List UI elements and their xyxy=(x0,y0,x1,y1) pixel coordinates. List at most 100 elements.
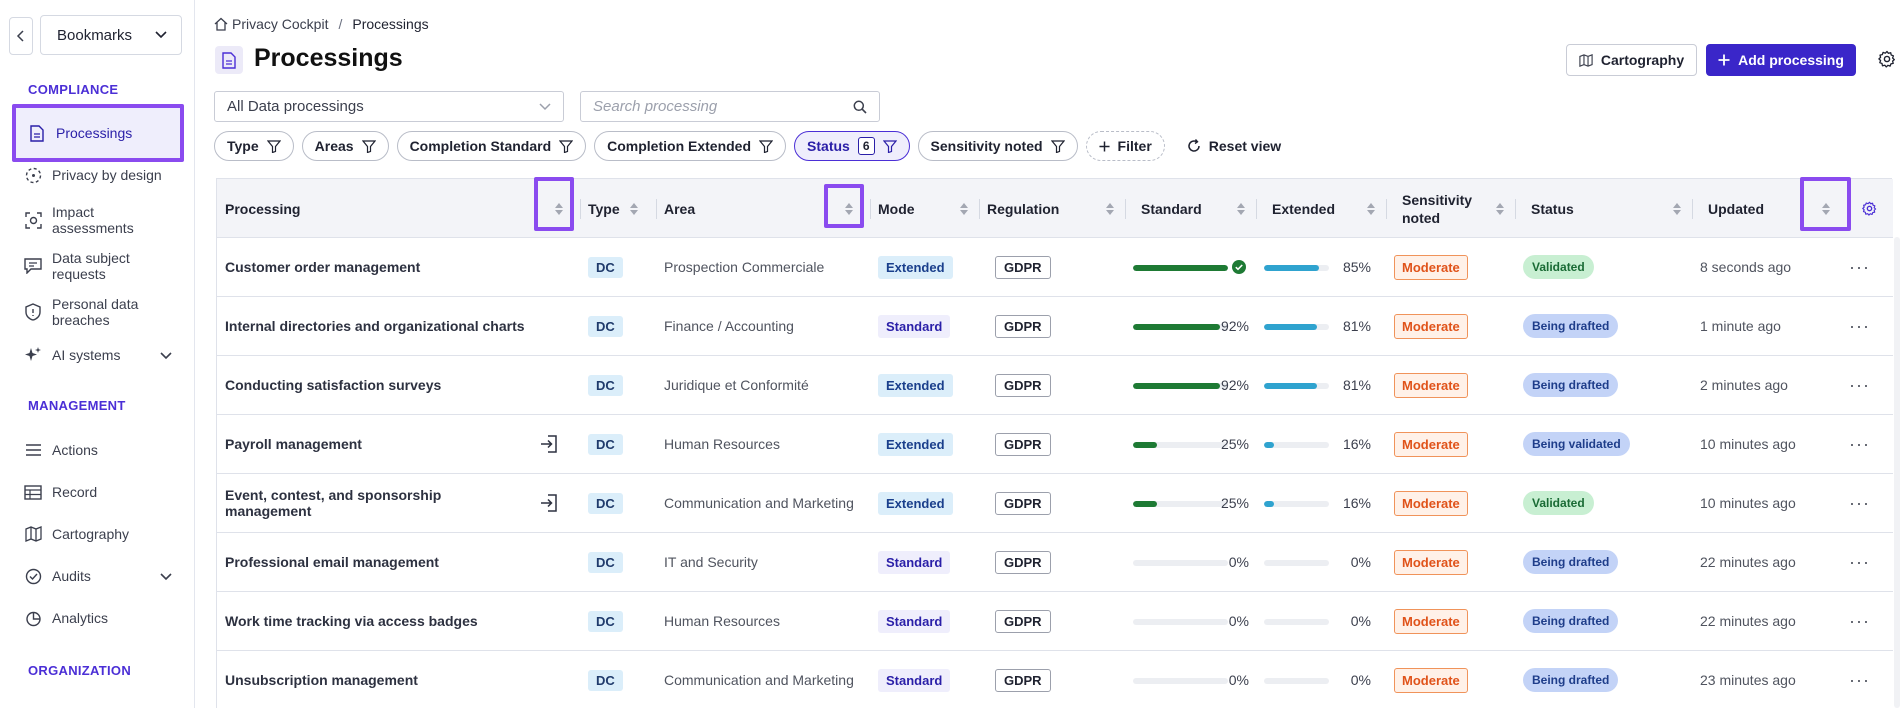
sort-processing-icon[interactable] xyxy=(554,201,564,217)
filter-chip-type[interactable]: Type xyxy=(214,131,294,161)
cartography-button[interactable]: Cartography xyxy=(1566,44,1697,76)
column-separator xyxy=(1386,199,1387,219)
column-header-processing[interactable]: Processing xyxy=(225,200,301,217)
processing-name[interactable]: Conducting satisfaction surveys xyxy=(225,377,442,393)
regulation-badge: GDPR xyxy=(995,550,1051,574)
filter-chip-completion-standard[interactable]: Completion Standard xyxy=(396,131,587,161)
row-more-menu-icon[interactable]: ··· xyxy=(1849,315,1870,336)
column-header-standard[interactable]: Standard xyxy=(1141,200,1202,217)
add-processing-button[interactable]: Add processing xyxy=(1706,44,1856,76)
column-separator xyxy=(979,199,980,219)
filter-chip-areas[interactable]: Areas xyxy=(301,131,389,161)
sidebar-item-impact-assessments[interactable]: Impact assessments xyxy=(14,203,184,237)
processing-name[interactable]: Event, contest, and sponsorship manageme… xyxy=(225,487,442,519)
row-more-menu-icon[interactable]: ··· xyxy=(1849,492,1870,513)
status-badge: Being drafted xyxy=(1523,609,1619,633)
row-more-menu-icon[interactable]: ··· xyxy=(1849,433,1870,454)
table-row[interactable]: Unsubscription management DC Communication… xyxy=(217,651,1893,708)
table-row[interactable]: Professional email management DC IT and Se… xyxy=(217,533,1893,592)
processing-name[interactable]: Unsubscription management xyxy=(225,672,418,688)
sort-mode-icon[interactable] xyxy=(959,201,969,217)
collapse-sidebar-button[interactable] xyxy=(9,17,33,55)
sort-extended-icon[interactable] xyxy=(1366,201,1376,217)
column-header-extended[interactable]: Extended xyxy=(1272,200,1336,217)
table-row[interactable]: Conducting satisfaction surveys DC Juridiq… xyxy=(217,356,1893,415)
column-header-area[interactable]: Area xyxy=(664,200,696,217)
row-more-menu-icon[interactable]: ··· xyxy=(1849,374,1870,395)
processing-name[interactable]: Payroll management xyxy=(225,436,362,452)
sort-type-icon[interactable] xyxy=(629,201,639,217)
filter-chip-status[interactable]: Status 6 xyxy=(794,131,910,161)
table-scrollbar[interactable] xyxy=(1894,237,1900,708)
table-icon xyxy=(24,483,42,501)
bookmarks-dropdown[interactable]: Bookmarks xyxy=(40,15,182,55)
processing-name[interactable]: Internal directories and organizational … xyxy=(225,318,525,334)
sidebar-item-record[interactable]: Record xyxy=(14,481,184,503)
filter-chip-completion-extended[interactable]: Completion Extended xyxy=(594,131,787,161)
table-row[interactable]: Event, contest, and sponsorship manageme… xyxy=(217,474,1893,533)
area-text: IT and Security xyxy=(664,554,758,570)
login-icon[interactable] xyxy=(539,415,559,473)
area-text: Human Resources xyxy=(664,436,780,452)
sidebar-item-analytics[interactable]: Analytics xyxy=(14,607,184,629)
sort-sensitivity-icon[interactable] xyxy=(1495,201,1505,217)
sort-regulation-icon[interactable] xyxy=(1105,201,1115,217)
status-filter-count-badge: 6 xyxy=(857,137,875,155)
processing-name[interactable]: Work time tracking via access badges xyxy=(225,613,478,629)
mode-badge: Extended xyxy=(878,373,953,397)
search-icon[interactable] xyxy=(853,100,867,114)
sidebar-item-privacy-by-design[interactable]: Privacy by design xyxy=(14,164,184,186)
status-badge: Being drafted xyxy=(1523,314,1619,338)
login-icon[interactable] xyxy=(539,474,559,532)
funnel-icon xyxy=(882,139,897,153)
reset-view-button[interactable]: Reset view xyxy=(1187,138,1281,154)
sidebar-item-audits[interactable]: Audits xyxy=(14,565,184,587)
sidebar-item-data-subject-requests[interactable]: Data subject requests xyxy=(14,249,184,283)
search-input[interactable] xyxy=(593,98,833,115)
view-select[interactable]: All Data processings xyxy=(214,91,564,122)
row-more-menu-icon[interactable]: ··· xyxy=(1849,256,1870,277)
extended-percent: 81% xyxy=(1342,318,1371,334)
row-more-menu-icon[interactable]: ··· xyxy=(1849,551,1870,572)
filter-chip-sensitivity[interactable]: Sensitivity noted xyxy=(917,131,1078,161)
column-header-updated[interactable]: Updated xyxy=(1708,200,1764,217)
sidebar-item-cartography[interactable]: Cartography xyxy=(14,523,184,545)
table-row[interactable]: Work time tracking via access badges DC Hu… xyxy=(217,592,1893,651)
regulation-badge: GDPR xyxy=(995,491,1051,515)
updated-time: 2 minutes ago xyxy=(1700,377,1788,393)
table-row[interactable]: Customer order management DC Prospection C… xyxy=(217,238,1893,297)
breadcrumb-root-link[interactable]: Privacy Cockpit xyxy=(232,16,329,32)
column-header-type[interactable]: Type xyxy=(588,200,620,217)
sort-updated-icon[interactable] xyxy=(1821,201,1831,217)
column-header-mode[interactable]: Mode xyxy=(878,200,915,217)
sidebar-item-label: Impact assessments xyxy=(52,204,134,236)
add-filter-button[interactable]: Filter xyxy=(1085,131,1165,161)
column-header-sensitivity[interactable]: Sensitivity noted xyxy=(1402,191,1473,226)
page-title: Processings xyxy=(254,44,403,72)
sidebar-item-ai-systems[interactable]: AI systems xyxy=(14,344,184,366)
extended-progress-bar xyxy=(1264,678,1329,684)
column-header-regulation[interactable]: Regulation xyxy=(987,200,1060,217)
status-badge: Being drafted xyxy=(1523,373,1619,397)
processing-name[interactable]: Customer order management xyxy=(225,259,421,275)
row-more-menu-icon[interactable]: ··· xyxy=(1849,610,1870,631)
sidebar-item-personal-data-breaches[interactable]: Personal data breaches xyxy=(14,295,184,329)
sort-status-icon[interactable] xyxy=(1672,201,1682,217)
column-separator xyxy=(656,199,657,219)
sidebar-item-processings[interactable]: Processings xyxy=(12,104,184,162)
sort-area-icon[interactable] xyxy=(844,201,854,217)
sensitivity-badge: Moderate xyxy=(1394,313,1468,339)
cartography-button-label: Cartography xyxy=(1600,52,1685,68)
standard-progress-bar xyxy=(1133,619,1228,625)
column-settings-gear-icon[interactable] xyxy=(1862,201,1877,221)
processing-name[interactable]: Professional email management xyxy=(225,554,439,570)
sidebar-item-actions[interactable]: Actions xyxy=(14,439,184,461)
column-header-status[interactable]: Status xyxy=(1531,200,1574,217)
row-more-menu-icon[interactable]: ··· xyxy=(1849,669,1870,690)
sort-standard-icon[interactable] xyxy=(1236,201,1246,217)
settings-gear-icon[interactable] xyxy=(1878,50,1896,73)
table-row[interactable]: Payroll management DC Human Resources Exten… xyxy=(217,415,1893,474)
table-row[interactable]: Internal directories and organizational … xyxy=(217,297,1893,356)
list-icon xyxy=(24,441,42,459)
mode-badge: Standard xyxy=(878,668,951,692)
